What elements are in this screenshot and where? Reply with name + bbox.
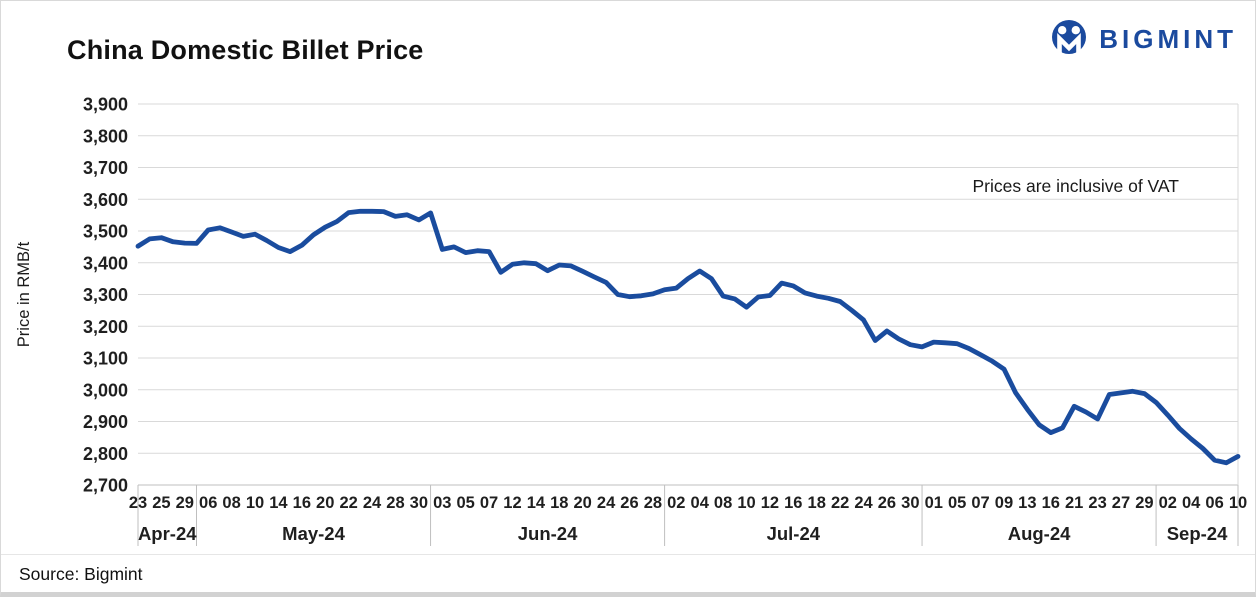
svg-text:3,000: 3,000 <box>83 380 128 400</box>
svg-text:02: 02 <box>1159 494 1177 512</box>
svg-text:22: 22 <box>339 494 357 512</box>
svg-text:12: 12 <box>761 494 779 512</box>
y-axis-title: Price in RMB/t <box>15 241 33 347</box>
brand-logo-text: BIGMINT <box>1099 23 1237 54</box>
svg-text:21: 21 <box>1065 494 1083 512</box>
svg-text:3,200: 3,200 <box>83 317 128 337</box>
svg-text:Apr-24: Apr-24 <box>138 523 197 544</box>
svg-text:3,300: 3,300 <box>83 285 128 305</box>
svg-text:07: 07 <box>480 494 498 512</box>
svg-text:Jul-24: Jul-24 <box>767 523 821 544</box>
svg-text:12: 12 <box>503 494 521 512</box>
y-axis-labels: 2,700 2,800 2,900 3,000 3,100 3,200 3,300 3,400… <box>83 95 128 496</box>
svg-text:3,700: 3,700 <box>83 158 128 178</box>
svg-text:01: 01 <box>925 494 943 512</box>
svg-text:18: 18 <box>550 494 568 512</box>
svg-text:30: 30 <box>410 494 428 512</box>
svg-text:02: 02 <box>667 494 685 512</box>
svg-text:07: 07 <box>971 494 989 512</box>
svg-text:16: 16 <box>784 494 802 512</box>
svg-text:24: 24 <box>597 494 616 512</box>
svg-text:Sep-24: Sep-24 <box>1167 523 1228 544</box>
svg-text:27: 27 <box>1112 494 1130 512</box>
x-axis-month-groups: Apr-24 May-24 Jun-24 Jul-24 Aug-24 Sep-24 <box>137 485 1239 546</box>
svg-text:29: 29 <box>1135 494 1153 512</box>
svg-text:16: 16 <box>1042 494 1060 512</box>
brand-logo-icon <box>1052 20 1087 54</box>
svg-text:18: 18 <box>808 494 826 512</box>
svg-text:10: 10 <box>246 494 264 512</box>
svg-text:26: 26 <box>878 494 896 512</box>
svg-text:16: 16 <box>293 494 311 512</box>
svg-text:Aug-24: Aug-24 <box>1008 523 1071 544</box>
svg-text:2,800: 2,800 <box>83 444 128 464</box>
svg-text:3,800: 3,800 <box>83 126 128 146</box>
svg-text:04: 04 <box>1182 494 1201 512</box>
svg-text:3,500: 3,500 <box>83 222 128 242</box>
svg-text:05: 05 <box>456 494 474 512</box>
svg-text:08: 08 <box>714 494 732 512</box>
svg-text:13: 13 <box>1018 494 1036 512</box>
svg-text:3,100: 3,100 <box>83 349 128 369</box>
svg-text:26: 26 <box>620 494 638 512</box>
svg-text:May-24: May-24 <box>282 523 345 544</box>
svg-text:06: 06 <box>1205 494 1223 512</box>
svg-text:29: 29 <box>176 494 194 512</box>
source-note: Source: Bigmint <box>1 554 1255 592</box>
vat-note: Prices are inclusive of VAT <box>972 176 1179 196</box>
svg-text:08: 08 <box>222 494 240 512</box>
brand-logo: BIGMINT <box>1049 19 1237 59</box>
price-series-line <box>135 208 1241 466</box>
svg-text:3,900: 3,900 <box>83 95 128 115</box>
svg-text:20: 20 <box>316 494 334 512</box>
gridlines <box>138 103 1238 486</box>
svg-text:24: 24 <box>854 494 873 512</box>
svg-text:23: 23 <box>1088 494 1106 512</box>
svg-text:22: 22 <box>831 494 849 512</box>
svg-text:28: 28 <box>644 494 662 512</box>
svg-text:25: 25 <box>152 494 170 512</box>
svg-text:03: 03 <box>433 494 451 512</box>
svg-text:09: 09 <box>995 494 1013 512</box>
svg-text:14: 14 <box>269 494 288 512</box>
svg-text:28: 28 <box>386 494 404 512</box>
svg-text:Jun-24: Jun-24 <box>518 523 578 544</box>
svg-text:20: 20 <box>574 494 592 512</box>
svg-text:05: 05 <box>948 494 966 512</box>
svg-text:3,600: 3,600 <box>83 190 128 210</box>
svg-text:3,400: 3,400 <box>83 253 128 273</box>
svg-text:2,700: 2,700 <box>83 476 128 496</box>
svg-text:2,900: 2,900 <box>83 412 128 432</box>
x-axis-day-labels: 23 25 29 06 08 10 14 16 20 22 24 28 30 03 05 07 12 14 18 20… <box>129 494 1247 512</box>
svg-text:06: 06 <box>199 494 217 512</box>
svg-text:04: 04 <box>691 494 710 512</box>
svg-text:24: 24 <box>363 494 382 512</box>
chart-title: China Domestic Billet Price <box>67 35 424 65</box>
svg-text:14: 14 <box>527 494 546 512</box>
svg-text:30: 30 <box>901 494 919 512</box>
svg-text:10: 10 <box>737 494 755 512</box>
